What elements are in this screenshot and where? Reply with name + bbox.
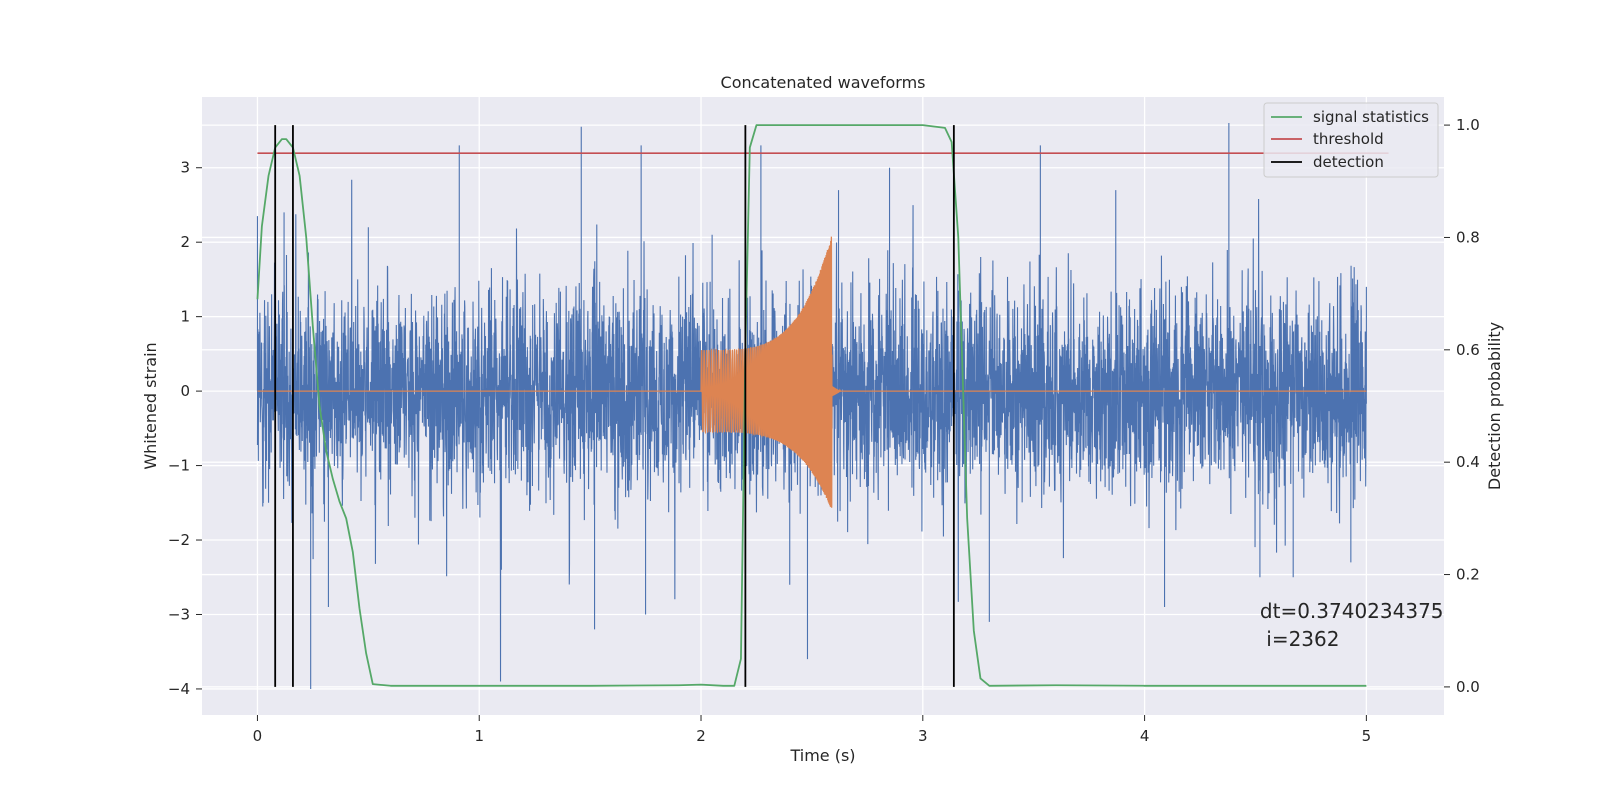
chart-title: Concatenated waveforms bbox=[721, 73, 926, 92]
legend-box bbox=[1263, 102, 1439, 178]
legend-label-detection: detection bbox=[1313, 153, 1384, 171]
y-tick-label: 2 bbox=[180, 233, 190, 251]
y2-tick-label: 0.8 bbox=[1456, 228, 1480, 246]
y-tick-label: −4 bbox=[168, 680, 190, 698]
data-series bbox=[256, 123, 1389, 689]
y-tick-label: −2 bbox=[168, 531, 190, 549]
legend-label-threshold: threshold bbox=[1313, 130, 1384, 148]
y-tick-label: 3 bbox=[180, 159, 190, 177]
detection-lines bbox=[274, 125, 955, 687]
legend-label-signal-statistics: signal statistics bbox=[1313, 108, 1429, 126]
x-tick-label: 1 bbox=[474, 727, 484, 745]
x-axis-label: Time (s) bbox=[789, 746, 855, 765]
annotation-index: i=2362 bbox=[1260, 627, 1340, 651]
y-tick-label: −1 bbox=[168, 457, 190, 475]
y-axis-ticks: −4 −3 −2 −1 0 1 2 3 bbox=[168, 159, 202, 698]
y2-tick-label: 1.0 bbox=[1456, 116, 1480, 134]
y2-axis-ticks: 0.0 0.2 0.4 0.6 0.8 1.0 bbox=[1444, 116, 1480, 696]
annotation-dt: dt=0.3740234375 bbox=[1260, 599, 1444, 623]
signal-statistics-line bbox=[256, 124, 1367, 687]
y2-tick-label: 0.0 bbox=[1456, 678, 1480, 696]
x-tick-label: 4 bbox=[1140, 727, 1150, 745]
legend: signal statistics threshold detection bbox=[1263, 102, 1439, 178]
injected-chirp-signal-line bbox=[257, 236, 1367, 508]
x-tick-label: 5 bbox=[1362, 727, 1372, 745]
y2-tick-label: 0.6 bbox=[1456, 341, 1480, 359]
y-tick-label: −3 bbox=[168, 605, 190, 623]
x-tick-label: 3 bbox=[918, 727, 928, 745]
y2-tick-label: 0.2 bbox=[1456, 566, 1480, 584]
x-tick-label: 0 bbox=[253, 727, 263, 745]
y-tick-label: 1 bbox=[180, 308, 190, 326]
x-axis-ticks: 0 1 2 3 4 5 bbox=[253, 715, 1371, 745]
y-axis-label: Whitened strain bbox=[141, 342, 160, 469]
y-tick-label: 0 bbox=[180, 382, 190, 400]
y2-axis-label: Detection probability bbox=[1485, 322, 1504, 490]
y2-tick-label: 0.4 bbox=[1456, 453, 1480, 471]
x-tick-label: 2 bbox=[696, 727, 706, 745]
